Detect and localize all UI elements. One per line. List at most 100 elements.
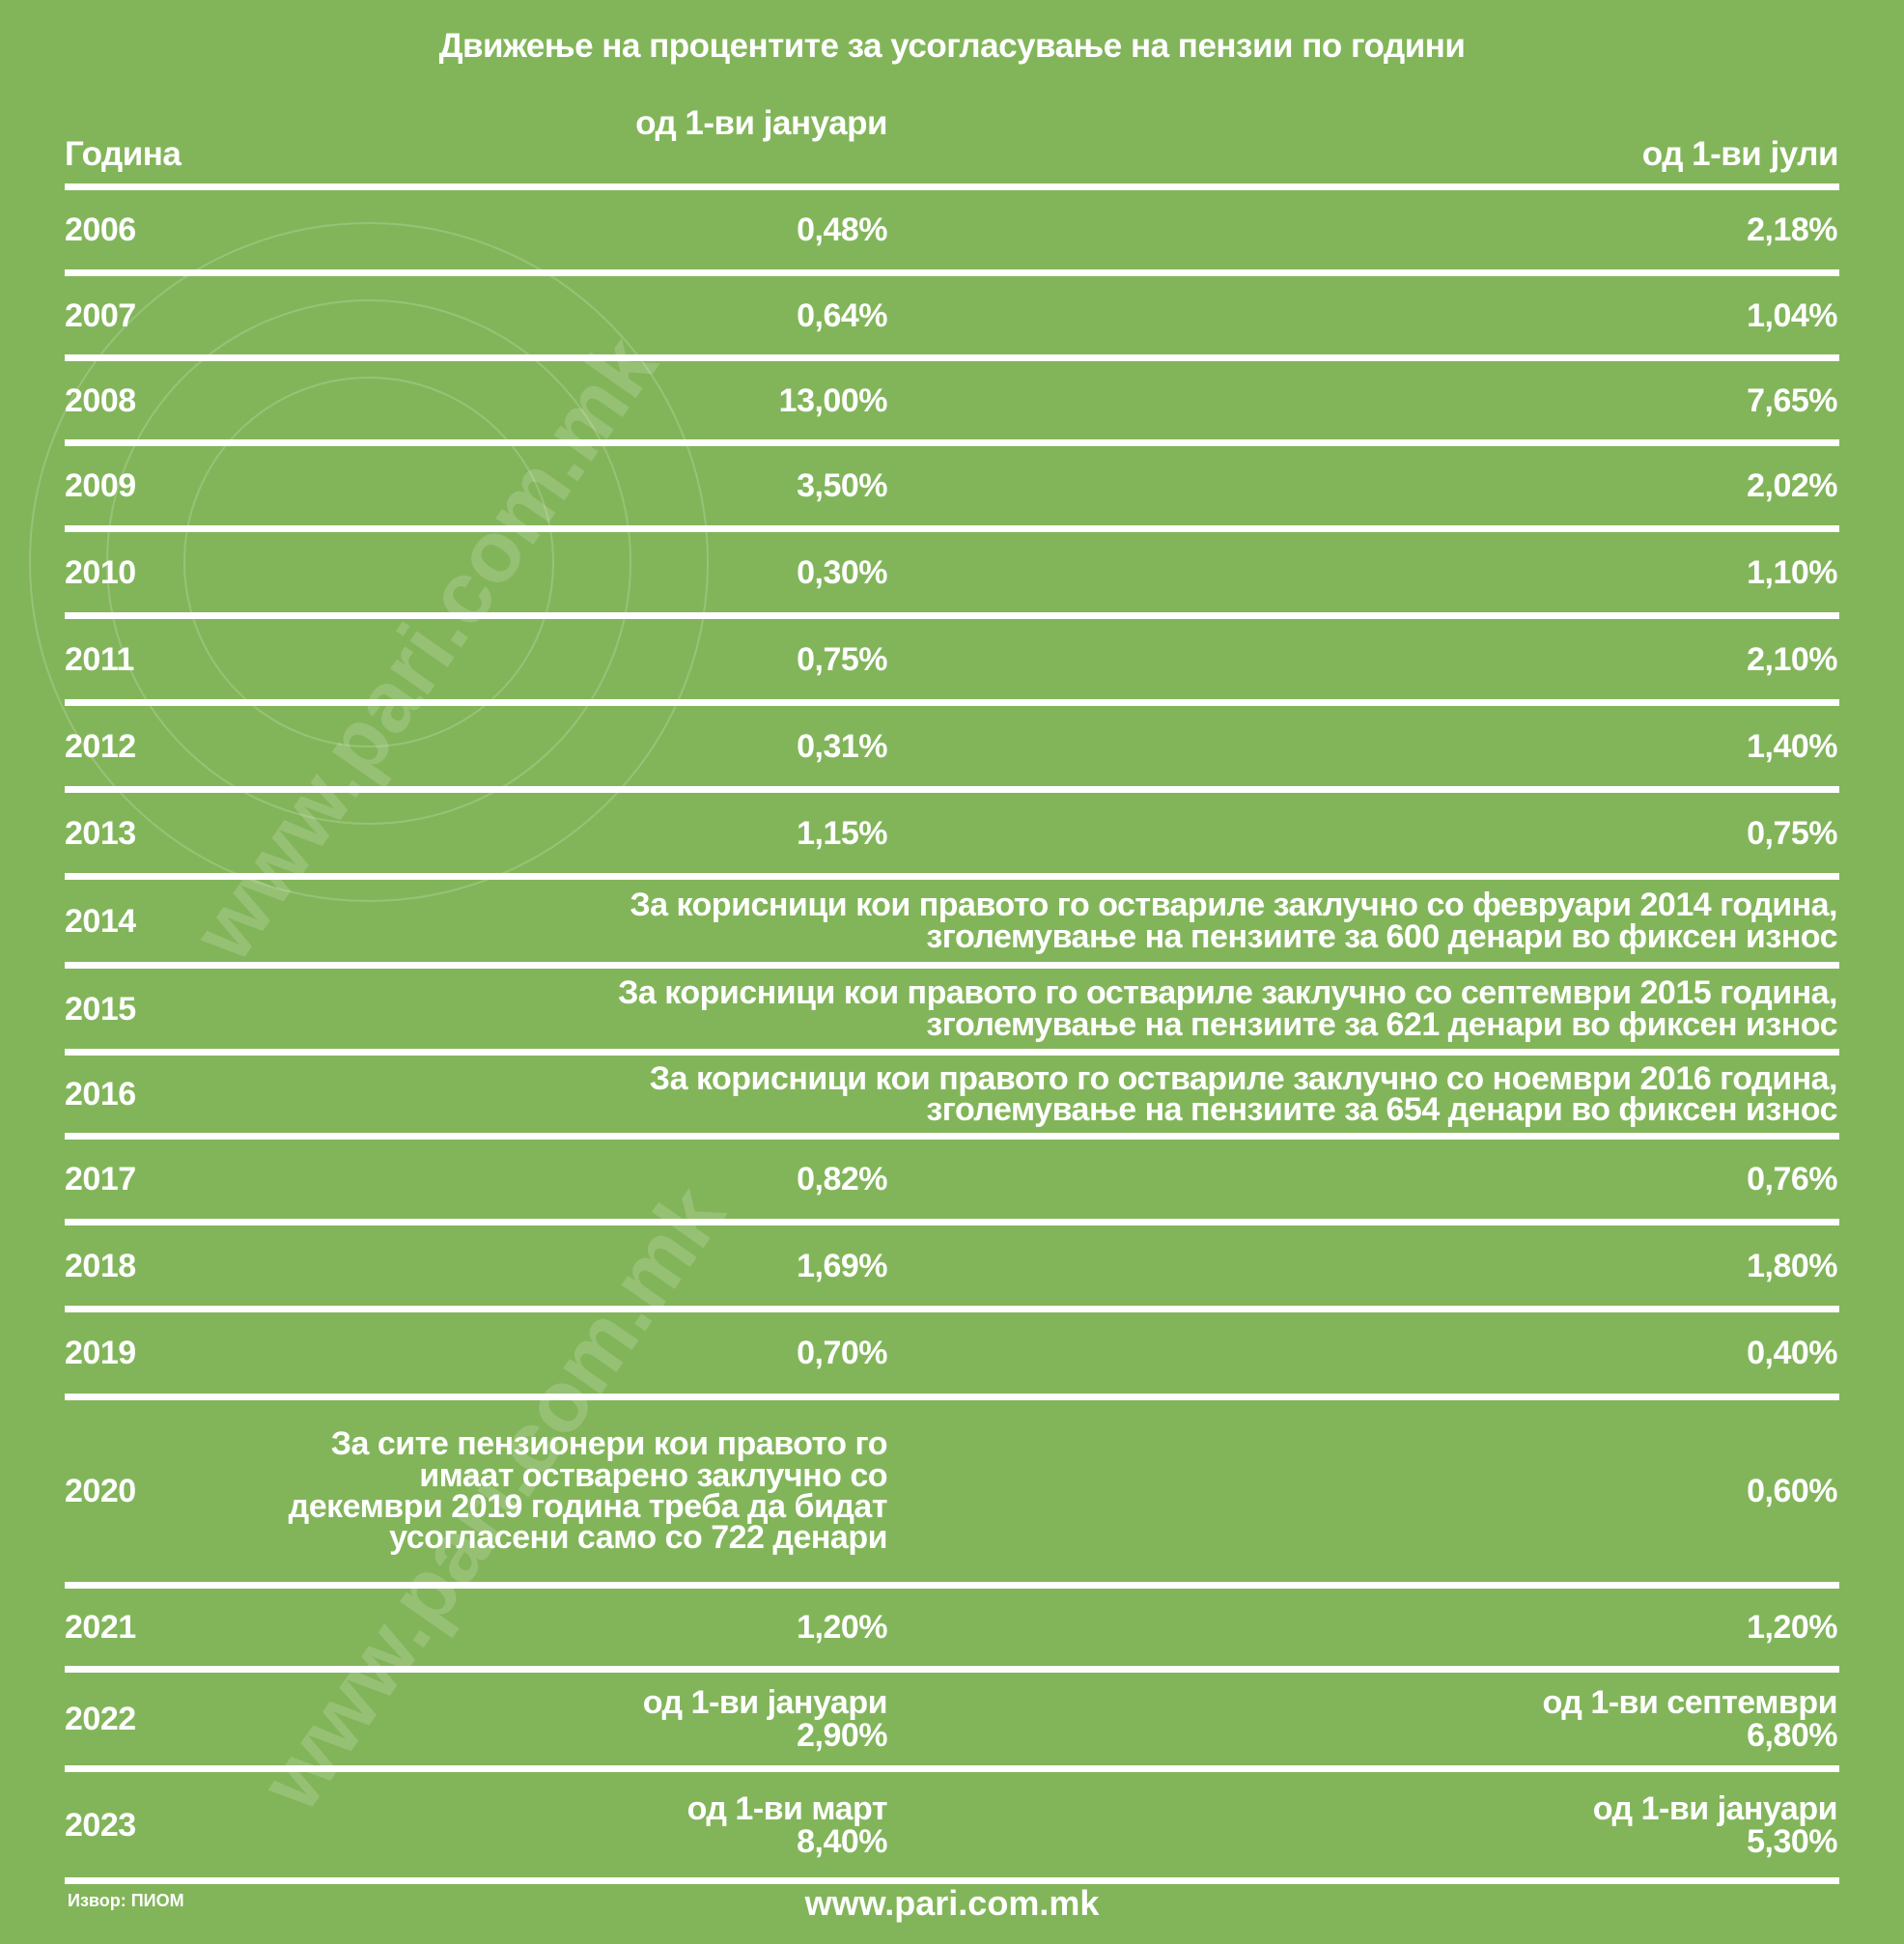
year-cell: 2013 [65,793,136,873]
year-cell: 2011 [65,619,134,699]
july-cell-value: 5,30% [1747,1822,1837,1860]
year-cell: 2021 [65,1589,136,1666]
note-cell: За корисници кои правото го оствариле за… [466,880,1837,962]
year-cell-text: 2018 [65,1247,136,1284]
january-cell-value: 8,40% [797,1822,887,1860]
watermark-circle [183,377,554,747]
table-row: 2011 0,75% 2,10% [65,619,1839,699]
january-cell: 1,20% [797,1589,887,1666]
july-cell-text: 1,20% [1747,1609,1837,1646]
july-cell: од 1-ви јануари 5,30% [1593,1772,1838,1877]
note-cell: За корисници кои правото го оствариле за… [466,1056,1838,1133]
july-cell: 1,10% [1747,532,1837,612]
note-cell-text: За корисници кои правото го оствариле за… [618,974,1837,1043]
year-cell-text: 2021 [65,1609,136,1646]
watermark-circle [29,222,709,902]
july-cell-text: 0,75% [1747,814,1837,852]
july-cell: 0,40% [1747,1312,1837,1394]
divider [65,1306,1839,1312]
january-cell-text: 1,20% [797,1609,887,1646]
january-cell-text: 0,82% [797,1161,887,1197]
table-row: 2016 За корисници кои правото го остварил… [65,1056,1839,1133]
page-title: Движење на процентите за усогласување на… [438,27,1466,65]
july-cell-value: 6,80% [1747,1717,1837,1754]
table-row: 2012 0,31% 1,40% [65,706,1839,786]
july-cell-text: 0,60% [1747,1473,1837,1509]
divider [65,962,1839,969]
july-cell: 0,76% [1747,1140,1837,1219]
january-cell-text: 13,00% [778,381,888,419]
divider [65,1666,1839,1673]
divider [65,1582,1839,1589]
year-cell: 2009 [65,446,136,525]
table-row: 2022 од 1-ви јануари 2,90% од 1-ви септемвр… [65,1673,1839,1765]
january-cell-text: 1,69% [797,1247,887,1284]
divider [65,1394,1839,1400]
year-cell-text: 2013 [65,814,136,852]
table-row: 2007 0,64% 1,04% [65,276,1839,354]
january-cell: 3,50% [797,446,887,525]
divider [65,1049,1839,1056]
january-cell-text: За сите пензионери кои правото го имаат … [288,1425,888,1557]
january-cell-text: 0,30% [797,553,887,591]
divider [65,1133,1839,1140]
july-cell-text: 1,80% [1747,1247,1837,1284]
header-july: од 1-ви јули [1641,135,1839,173]
year-cell: 2019 [65,1312,136,1394]
january-cell: 0,82% [797,1140,887,1219]
july-cell: 1,20% [1747,1589,1837,1666]
table-row: 2014 За корисници кои правото го остварил… [65,880,1839,962]
year-cell-text: 2023 [65,1806,136,1844]
site-url: www.pari.com.mk [804,1883,1100,1923]
july-cell-text: 7,65% [1747,381,1837,419]
january-cell-text: 0,75% [797,640,887,678]
january-cell: 0,48% [797,190,887,269]
july-cell-text: 2,10% [1747,640,1837,678]
table-row: 2015 За корисници кои правото го остварил… [65,969,1839,1049]
table-row: 2019 0,70% 0,40% [65,1312,1839,1394]
july-cell-text: 1,40% [1747,727,1837,765]
year-cell-text: 2014 [65,902,136,940]
january-cell-value: 2,90% [797,1717,887,1754]
january-cell-label: од 1-ви јануари [642,1684,888,1721]
july-cell: 2,10% [1747,619,1837,699]
july-cell-text: 2,02% [1747,467,1837,504]
year-cell: 2006 [65,190,136,269]
year-cell-text: 2012 [65,727,136,765]
january-cell: 1,69% [797,1226,887,1306]
year-cell: 2008 [65,361,136,439]
january-cell: од 1-ви март 8,40% [686,1772,888,1877]
january-cell: 0,70% [797,1312,887,1394]
year-cell: 2012 [65,706,136,786]
divider [65,354,1839,361]
january-cell: 0,75% [797,619,887,699]
year-cell: 2010 [65,532,136,612]
january-cell: 0,30% [797,532,887,612]
july-cell: 2,18% [1747,190,1837,269]
divider [65,1877,1839,1884]
july-cell: 1,40% [1747,706,1837,786]
divider [65,786,1839,793]
july-cell: 0,75% [1747,793,1837,873]
july-cell: 1,80% [1747,1226,1837,1306]
note-cell: За корисници кои правото го оствариле за… [466,969,1837,1049]
year-cell: 2007 [65,276,136,354]
divider [65,699,1839,706]
year-cell: 2015 [65,969,136,1049]
january-cell-text: 1,15% [797,814,887,852]
year-cell-text: 2022 [65,1701,136,1737]
table-row: 2008 13,00% 7,65% [65,361,1839,439]
july-cell: 0,60% [1747,1400,1837,1582]
year-cell-text: 2015 [65,990,136,1028]
january-cell-label: од 1-ви март [686,1789,888,1827]
january-cell-text: 0,31% [797,727,887,765]
january-cell: 0,31% [797,706,887,786]
source-note: Извор: ПИОМ [68,1891,184,1910]
table-row: 2017 0,82% 0,76% [65,1140,1839,1219]
divider [65,439,1839,446]
year-cell-text: 2010 [65,553,136,591]
year-cell-text: 2007 [65,296,136,334]
year-cell-text: 2008 [65,381,136,419]
divider [65,1765,1839,1772]
year-cell-text: 2019 [65,1335,136,1371]
